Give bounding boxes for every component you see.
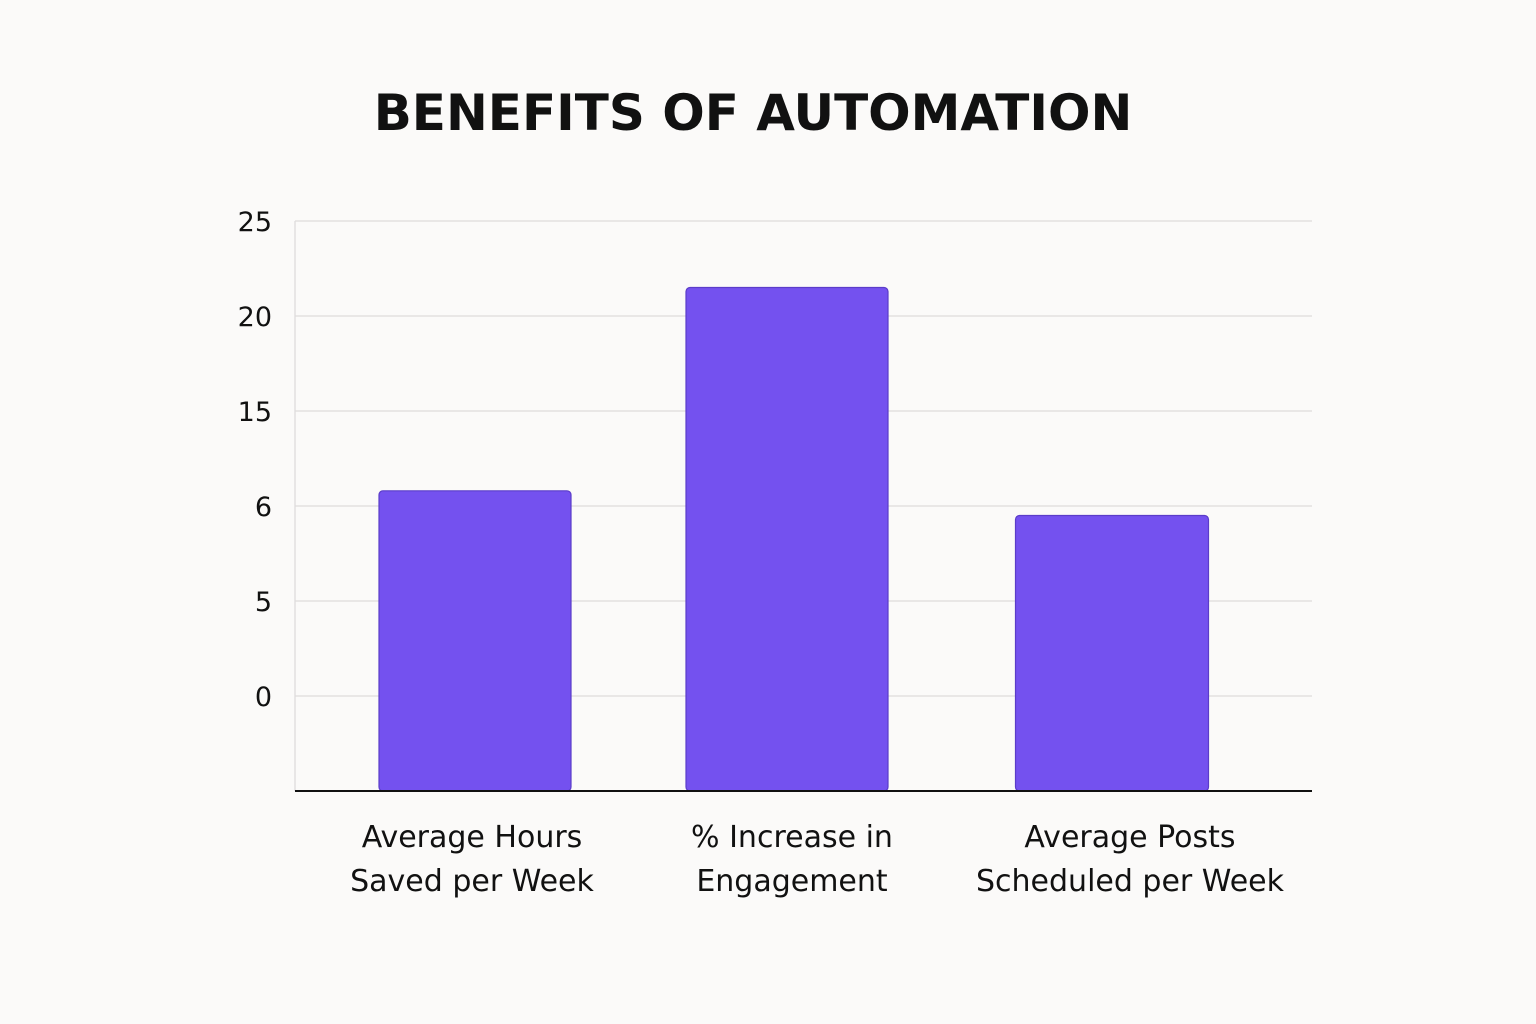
bar: [378, 490, 572, 792]
y-tick-label: 6: [255, 492, 272, 523]
bar-layer: [378, 286, 1210, 792]
y-tick-label: 5: [255, 587, 272, 618]
x-tick-label-line: Saved per Week: [350, 864, 594, 899]
x-axis-ticks: Average Hours Saved per Week % Increase in…: [350, 820, 1285, 899]
y-tick-label: 20: [238, 302, 272, 333]
y-tick-label: 0: [255, 682, 272, 713]
bar: [1014, 514, 1210, 792]
x-tick-label: Average Posts Scheduled per Week: [976, 820, 1285, 899]
y-tick-label: 15: [238, 397, 272, 428]
x-tick-label-line: Average Posts: [1024, 820, 1235, 855]
x-tick-label-line: Average Hours: [362, 820, 583, 855]
y-tick-label: 25: [238, 207, 272, 238]
bar: [685, 286, 889, 792]
x-tick-label-line: Engagement: [696, 864, 888, 899]
y-axis-ticks: 0 5 6 15 20 25: [238, 207, 272, 713]
x-tick-label-line: Scheduled per Week: [976, 864, 1285, 899]
axis-layer: [294, 221, 1312, 792]
x-tick-label: % Increase in Engagement: [691, 820, 893, 899]
x-tick-label-line: % Increase in: [691, 820, 893, 855]
chart-title: BENEFITS OF AUTOMATION: [374, 84, 1133, 142]
x-tick-label: Average Hours Saved per Week: [350, 820, 594, 899]
